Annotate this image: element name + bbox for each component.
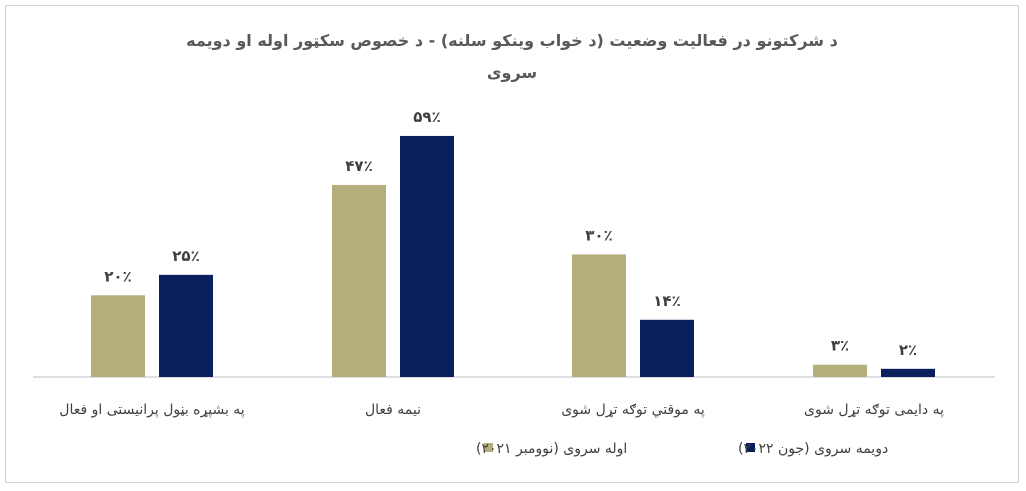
data-label-s1-c4: ۳٪ — [831, 337, 849, 355]
category-label-1: په بشپړه بڼول پرانیستی او فعال — [59, 402, 245, 418]
bars-group: ۲۰٪ ۲۵٪ ۴۷٪ ۵۹٪ ۳۰٪ ۱۴٪ ۳٪ ۲٪ — [91, 108, 935, 377]
legend-swatch-2 — [746, 443, 755, 452]
data-label-s2-c1: ۲۵٪ — [172, 247, 199, 265]
bar-s1-c3 — [572, 254, 626, 377]
bar-s1-c2 — [332, 184, 386, 377]
bar-s1-c1 — [91, 295, 145, 377]
legend-label-1: اوله سروی (نوومبر ۲۰۲۱) — [476, 441, 627, 457]
legend-label-2: دویمه سروی (جون ۲۰۲۲) — [738, 441, 888, 457]
legend: اوله سروی (نوومبر ۲۰۲۱) دویمه سروی (جون ۲… — [476, 441, 888, 457]
data-label-s1-c2: ۴۷٪ — [345, 157, 372, 175]
bar-s2-c3 — [640, 319, 694, 377]
chart-title-line1: د شرکتونو در فعالیت وضعیت (د خواب وینکو … — [186, 31, 838, 50]
bar-s2-c2 — [400, 135, 454, 377]
chart-frame — [5, 5, 1019, 483]
category-labels-group: په بشپړه بڼول پرانیستی او فعال نیمه فعال پ… — [59, 402, 944, 418]
category-label-3: په موقتي توګه تړل شوی — [561, 402, 705, 418]
category-label-2: نیمه فعال — [365, 402, 421, 418]
data-label-s2-c4: ۲٪ — [899, 341, 917, 359]
bar-s1-c4 — [813, 364, 867, 377]
legend-swatch-1 — [484, 443, 493, 452]
data-label-s1-c1: ۲۰٪ — [104, 267, 131, 285]
bar-s2-c4 — [881, 368, 935, 377]
data-label-s2-c2: ۵۹٪ — [413, 108, 440, 126]
category-label-4: په دایمی توګه تړل شوی — [804, 402, 944, 418]
bar-s2-c1 — [159, 274, 213, 377]
data-label-s1-c3: ۳۰٪ — [585, 226, 612, 244]
chart-title-line2: سروی — [487, 63, 537, 82]
data-label-s2-c3: ۱۴٪ — [653, 292, 680, 310]
